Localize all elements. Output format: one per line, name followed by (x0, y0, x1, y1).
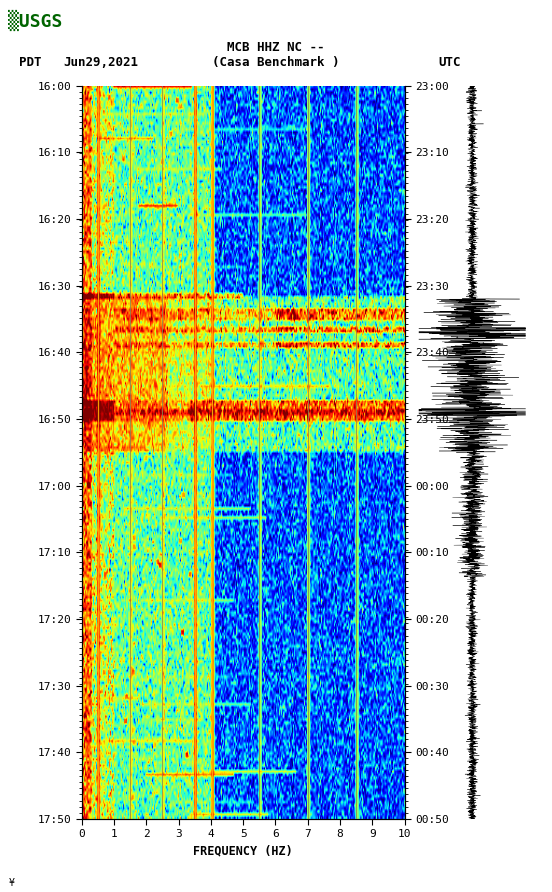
Text: Jun29,2021: Jun29,2021 (63, 56, 139, 69)
Text: ¥: ¥ (8, 879, 14, 888)
Text: (Casa Benchmark ): (Casa Benchmark ) (213, 56, 339, 69)
Text: PDT: PDT (19, 56, 42, 69)
Text: UTC: UTC (439, 56, 461, 69)
X-axis label: FREQUENCY (HZ): FREQUENCY (HZ) (193, 845, 293, 858)
Text: ▒USGS: ▒USGS (8, 10, 63, 31)
Text: MCB HHZ NC --: MCB HHZ NC -- (227, 41, 325, 54)
